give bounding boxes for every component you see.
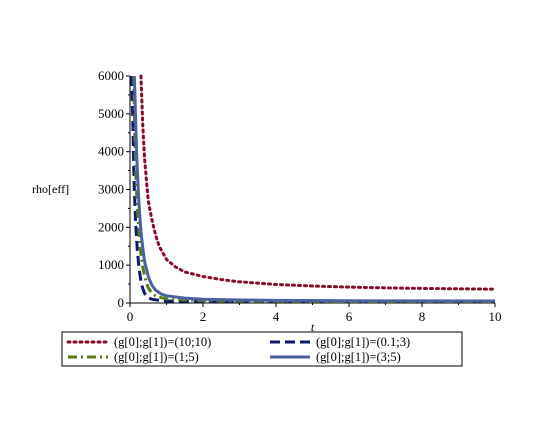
y-tick-label: 1000 <box>98 257 124 272</box>
x-axis-label: t <box>311 320 315 334</box>
legend-box <box>61 331 463 367</box>
x-tick-label: 2 <box>200 309 207 324</box>
x-tick-label: 8 <box>419 309 426 324</box>
series-line-4 <box>132 75 495 303</box>
legend-label-1: (g[0];g[1])=(10;10) <box>114 335 211 349</box>
x-tick-label: 10 <box>489 309 502 324</box>
y-tick-label: 0 <box>118 295 125 310</box>
legend-label-4: (g[0];g[1])=(3;5) <box>316 350 401 364</box>
series-layer <box>130 74 495 303</box>
x-tick-label: 0 <box>127 309 134 324</box>
series-line-2 <box>130 75 495 303</box>
y-tick-label: 6000 <box>98 68 124 83</box>
y-tick-label: 2000 <box>98 219 124 234</box>
y-tick-label: 5000 <box>98 106 124 121</box>
series-line-1 <box>139 74 495 291</box>
x-tick-label: 4 <box>273 309 280 324</box>
series-line-3 <box>132 75 495 303</box>
y-axis-label: rho[eff] <box>32 182 69 196</box>
x-tick-label: 6 <box>346 309 353 324</box>
axes: 0 2 4 6 8 10 0 1000 2000 3000 4000 5000 6000 t rho[eff… <box>32 68 502 334</box>
legend: (g[0];g[1])=(10;10) (g[0];g[1])=(0.1;3)(g… <box>61 331 463 367</box>
y-tick-label: 4000 <box>98 144 124 159</box>
legend-label-2: (g[0];g[1])=(0.1;3) <box>316 335 410 349</box>
legend-label-3: (g[0];g[1])=(1;5) <box>114 350 199 364</box>
y-tick-label: 3000 <box>98 182 124 197</box>
